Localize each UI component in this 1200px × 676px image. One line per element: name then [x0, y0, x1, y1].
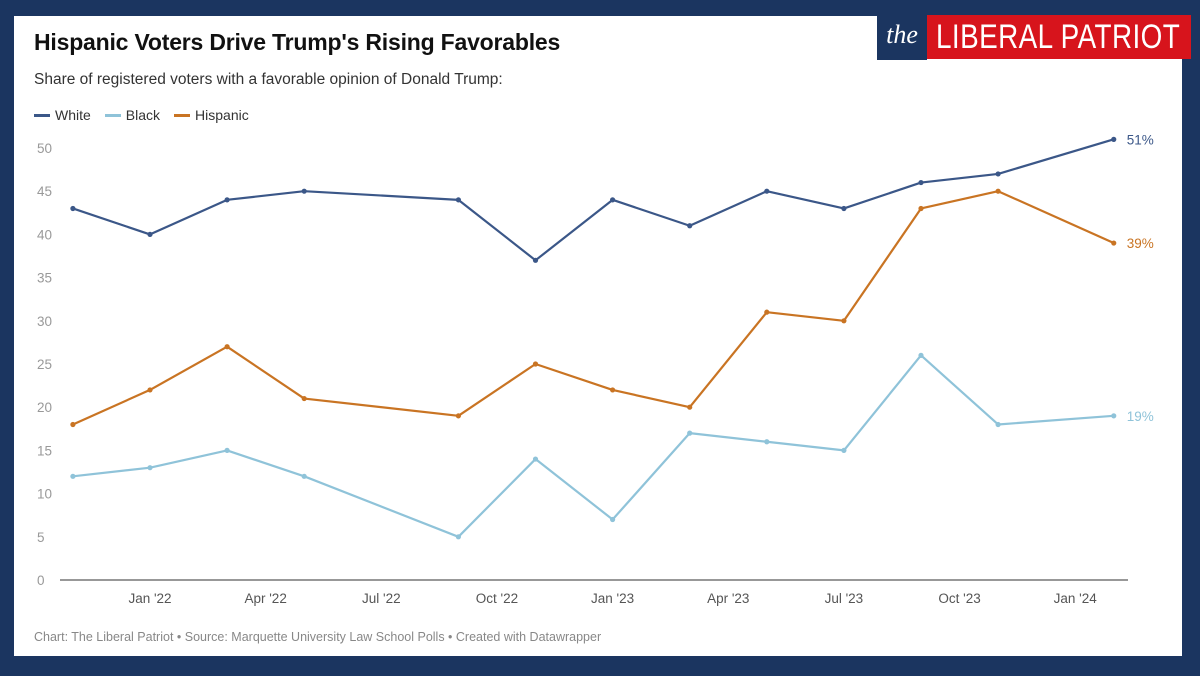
y-tick-label: 10: [37, 487, 52, 502]
chart-frame: Hispanic Voters Drive Trump's Rising Fav…: [14, 14, 1191, 656]
end-label-hispanic: 39%: [1127, 236, 1154, 251]
data-point-black: [918, 352, 924, 358]
data-point-white: [918, 179, 924, 186]
data-point-black: [1111, 413, 1117, 419]
x-tick-label: Jan '23: [591, 591, 634, 606]
series-black: 19%: [70, 352, 1154, 540]
data-point-white: [147, 231, 153, 237]
brand-logo: the LIBERAL PATRIOT: [877, 14, 1191, 60]
x-tick-label: Apr '22: [244, 591, 286, 606]
legend-item-black: Black: [104, 107, 161, 123]
data-point-white: [610, 197, 616, 203]
data-point-white: [224, 197, 230, 203]
data-point-white: [995, 171, 1001, 177]
data-point-hispanic: [224, 344, 230, 350]
data-point-hispanic: [70, 421, 76, 428]
y-tick-label: 35: [37, 271, 52, 286]
data-point-hispanic: [455, 413, 461, 419]
data-point-black: [224, 447, 230, 453]
logo-name-box: LIBERAL PATRIOT: [927, 15, 1191, 59]
data-point-hispanic: [147, 387, 153, 393]
data-point-white: [841, 205, 847, 212]
x-tick-label: Jul '22: [362, 591, 401, 606]
data-point-black: [70, 473, 76, 479]
data-point-white: [455, 197, 461, 203]
x-tick-label: Jan '24: [1054, 591, 1098, 606]
data-point-white: [687, 223, 693, 229]
data-point-white: [1111, 136, 1117, 142]
data-point-black: [301, 473, 307, 479]
y-tick-label: 50: [37, 141, 52, 156]
data-point-black: [455, 534, 461, 540]
logo-prefix: the: [877, 14, 927, 60]
legend-swatch-hispanic: [174, 113, 191, 117]
data-point-white: [764, 188, 770, 194]
data-point-hispanic: [995, 188, 1001, 194]
chart-footer: Chart: The Liberal Patriot • Source: Mar…: [34, 630, 602, 644]
data-point-hispanic: [918, 205, 924, 212]
legend-item-white: White: [34, 107, 91, 123]
data-point-white: [301, 188, 307, 194]
legend-swatch-white: [34, 113, 50, 117]
data-point-black: [687, 430, 693, 436]
legend-label-black: Black: [125, 107, 161, 123]
x-tick-label: Jan '22: [128, 591, 171, 606]
y-tick-label: 0: [37, 573, 45, 588]
data-point-black: [764, 439, 770, 445]
x-tick-label: Apr '23: [707, 591, 749, 606]
data-point-hispanic: [687, 404, 693, 410]
series-hispanic: 39%: [70, 188, 1154, 428]
end-label-white: 51%: [1127, 132, 1154, 147]
legend-label-white: White: [55, 107, 91, 123]
data-point-hispanic: [610, 387, 616, 393]
chart-title: Hispanic Voters Drive Trump's Rising Fav…: [34, 29, 561, 55]
data-point-black: [147, 465, 153, 471]
end-label-black: 19%: [1127, 409, 1154, 424]
x-tick-label: Oct '22: [476, 591, 518, 606]
chart-subtitle: Share of registered voters with a favora…: [34, 71, 503, 88]
y-tick-label: 45: [37, 184, 52, 199]
data-point-white: [532, 257, 539, 263]
legend: White Black Hispanic: [34, 107, 249, 123]
data-point-black: [841, 447, 847, 453]
data-point-black: [532, 456, 539, 462]
y-tick-label: 30: [37, 314, 52, 329]
data-point-hispanic: [532, 361, 539, 367]
data-point-black: [995, 421, 1001, 428]
legend-swatch-black: [104, 113, 121, 117]
y-tick-label: 20: [37, 400, 52, 415]
legend-item-hispanic: Hispanic: [174, 107, 249, 123]
y-tick-label: 40: [37, 227, 52, 242]
y-tick-label: 5: [37, 530, 45, 545]
legend-label-hispanic: Hispanic: [195, 107, 249, 123]
y-tick-label: 25: [37, 357, 52, 372]
data-point-hispanic: [764, 309, 770, 315]
x-tick-label: Jul '23: [825, 591, 864, 606]
x-tick-label: Oct '23: [938, 591, 980, 606]
data-point-hispanic: [1111, 240, 1117, 246]
data-point-black: [610, 516, 616, 523]
data-point-white: [70, 205, 76, 212]
data-point-hispanic: [301, 395, 307, 402]
series-white: 51%: [70, 132, 1154, 263]
y-tick-label: 15: [37, 443, 52, 458]
data-point-hispanic: [841, 318, 847, 324]
